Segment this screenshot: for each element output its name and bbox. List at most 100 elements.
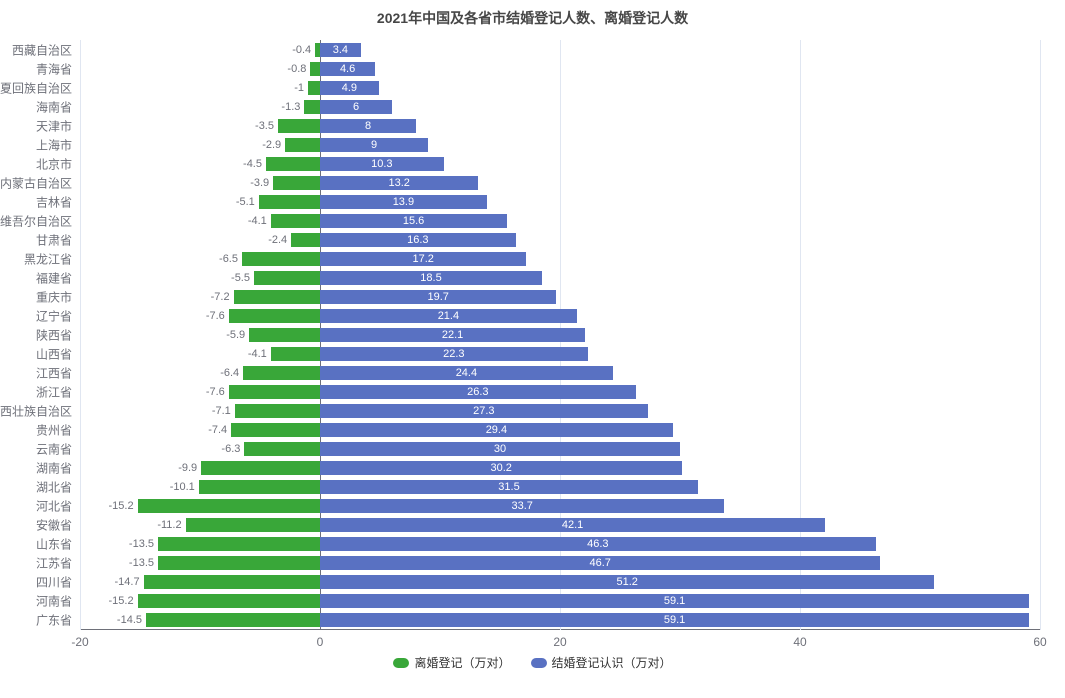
y-tick-label: 江西省 xyxy=(36,365,72,382)
y-tick-label: 云南省 xyxy=(36,441,72,458)
bar xyxy=(273,176,320,190)
bar xyxy=(138,594,320,608)
bar-value-label: -0.8 xyxy=(287,62,306,76)
bar-value-label: 46.7 xyxy=(320,556,880,570)
bar-value-label: -3.5 xyxy=(255,119,274,133)
bar-value-label: 30.2 xyxy=(320,461,682,475)
y-axis-labels: 西藏自治区青海省宁夏回族自治区海南省天津市上海市北京市内蒙古自治区吉林省新疆维吾… xyxy=(0,40,80,630)
bar xyxy=(158,537,320,551)
bar xyxy=(146,613,320,627)
bar xyxy=(244,442,320,456)
bar-value-label: 9 xyxy=(320,138,428,152)
bar xyxy=(249,328,320,342)
bar xyxy=(229,385,320,399)
x-tick-label: -20 xyxy=(71,635,88,649)
y-tick-label: 山西省 xyxy=(36,346,72,363)
y-tick-label: 安徽省 xyxy=(36,517,72,534)
y-tick-label: 广东省 xyxy=(36,612,72,629)
y-tick-label: 陕西省 xyxy=(36,327,72,344)
bar xyxy=(235,404,320,418)
bar-value-label: 22.1 xyxy=(320,328,585,342)
y-tick-label: 吉林省 xyxy=(36,193,72,210)
legend-label: 结婚登记认识（万对） xyxy=(552,654,672,671)
bar xyxy=(231,423,320,437)
bar-value-label: 13.9 xyxy=(320,195,487,209)
bar xyxy=(234,290,320,304)
bar-value-label: -7.4 xyxy=(208,423,227,437)
y-tick-label: 河南省 xyxy=(36,593,72,610)
bar-value-label: -2.9 xyxy=(262,138,281,152)
bar-value-label: -4.1 xyxy=(248,347,267,361)
y-tick-label: 山东省 xyxy=(36,536,72,553)
bar xyxy=(144,575,320,589)
y-tick-label: 新疆维吾尔自治区 xyxy=(0,212,72,229)
y-tick-label: 江苏省 xyxy=(36,555,72,572)
y-tick-label: 浙江省 xyxy=(36,384,72,401)
y-tick-label: 重庆市 xyxy=(36,288,72,305)
bar xyxy=(285,138,320,152)
legend-label: 离婚登记（万对） xyxy=(414,654,510,671)
y-tick-label: 贵州省 xyxy=(36,422,72,439)
bar-value-label: 46.3 xyxy=(320,537,876,551)
bar xyxy=(158,556,320,570)
y-tick-label: 内蒙古自治区 xyxy=(0,174,72,191)
bar xyxy=(310,62,320,76)
bar xyxy=(271,347,320,361)
plot-area: -200204060-0.43.4-0.84.6-14.9-1.36-3.58-… xyxy=(80,40,1040,630)
bar-value-label: 29.4 xyxy=(320,423,673,437)
bar-value-label: -7.6 xyxy=(206,385,225,399)
bar-value-label: 13.2 xyxy=(320,176,478,190)
bar-value-label: -2.4 xyxy=(268,233,287,247)
bar-value-label: 26.3 xyxy=(320,385,636,399)
bar xyxy=(308,81,320,95)
chart-title: 2021年中国及各省市结婚登记人数、离婚登记人数 xyxy=(0,8,1065,28)
chart-container: 2021年中国及各省市结婚登记人数、离婚登记人数 西藏自治区青海省宁夏回族自治区… xyxy=(0,0,1065,698)
legend-item[interactable]: 离婚登记（万对） xyxy=(393,654,510,671)
bar-value-label: 33.7 xyxy=(320,499,724,513)
y-tick-label: 甘肃省 xyxy=(36,231,72,248)
bar-value-label: -13.5 xyxy=(129,556,154,570)
bar-value-label: -6.3 xyxy=(221,442,240,456)
bar xyxy=(259,195,320,209)
y-tick-label: 四川省 xyxy=(36,574,72,591)
x-tick-label: 60 xyxy=(1033,635,1046,649)
bar-value-label: -14.7 xyxy=(115,575,140,589)
bar-value-label: 19.7 xyxy=(320,290,556,304)
bar-value-label: -1 xyxy=(294,81,304,95)
bar xyxy=(243,366,320,380)
legend: 离婚登记（万对） 结婚登记认识（万对） xyxy=(0,654,1065,671)
bar-value-label: 42.1 xyxy=(320,518,825,532)
bar-value-label: 8 xyxy=(320,119,416,133)
bar-value-label: 30 xyxy=(320,442,680,456)
bar-value-label: 10.3 xyxy=(320,157,444,171)
x-tick-label: 20 xyxy=(553,635,566,649)
bar xyxy=(266,157,320,171)
bar xyxy=(229,309,320,323)
bar-value-label: -5.9 xyxy=(226,328,245,342)
bar-value-label: 24.4 xyxy=(320,366,613,380)
bar xyxy=(242,252,320,266)
bar-value-label: -1.3 xyxy=(281,100,300,114)
bar-value-label: 18.5 xyxy=(320,271,542,285)
y-tick-label: 宁夏回族自治区 xyxy=(0,79,72,96)
bar-value-label: -4.5 xyxy=(243,157,262,171)
bar-value-label: 4.6 xyxy=(320,62,375,76)
y-tick-label: 湖南省 xyxy=(36,460,72,477)
bar-value-label: 4.9 xyxy=(320,81,379,95)
grid-line xyxy=(80,40,81,630)
bar xyxy=(278,119,320,133)
bar xyxy=(291,233,320,247)
bar-value-label: -0.4 xyxy=(292,43,311,57)
bar-value-label: -3.9 xyxy=(250,176,269,190)
legend-item[interactable]: 结婚登记认识（万对） xyxy=(531,654,672,671)
bar-value-label: 16.3 xyxy=(320,233,516,247)
bar-value-label: -7.1 xyxy=(212,404,231,418)
y-tick-label: 青海省 xyxy=(36,60,72,77)
y-tick-label: 湖北省 xyxy=(36,479,72,496)
bar-value-label: 17.2 xyxy=(320,252,526,266)
legend-marker xyxy=(531,658,547,668)
y-tick-label: 天津市 xyxy=(36,117,72,134)
y-tick-label: 河北省 xyxy=(36,498,72,515)
bar-value-label: -11.2 xyxy=(157,518,181,532)
bar-value-label: 6 xyxy=(320,100,392,114)
